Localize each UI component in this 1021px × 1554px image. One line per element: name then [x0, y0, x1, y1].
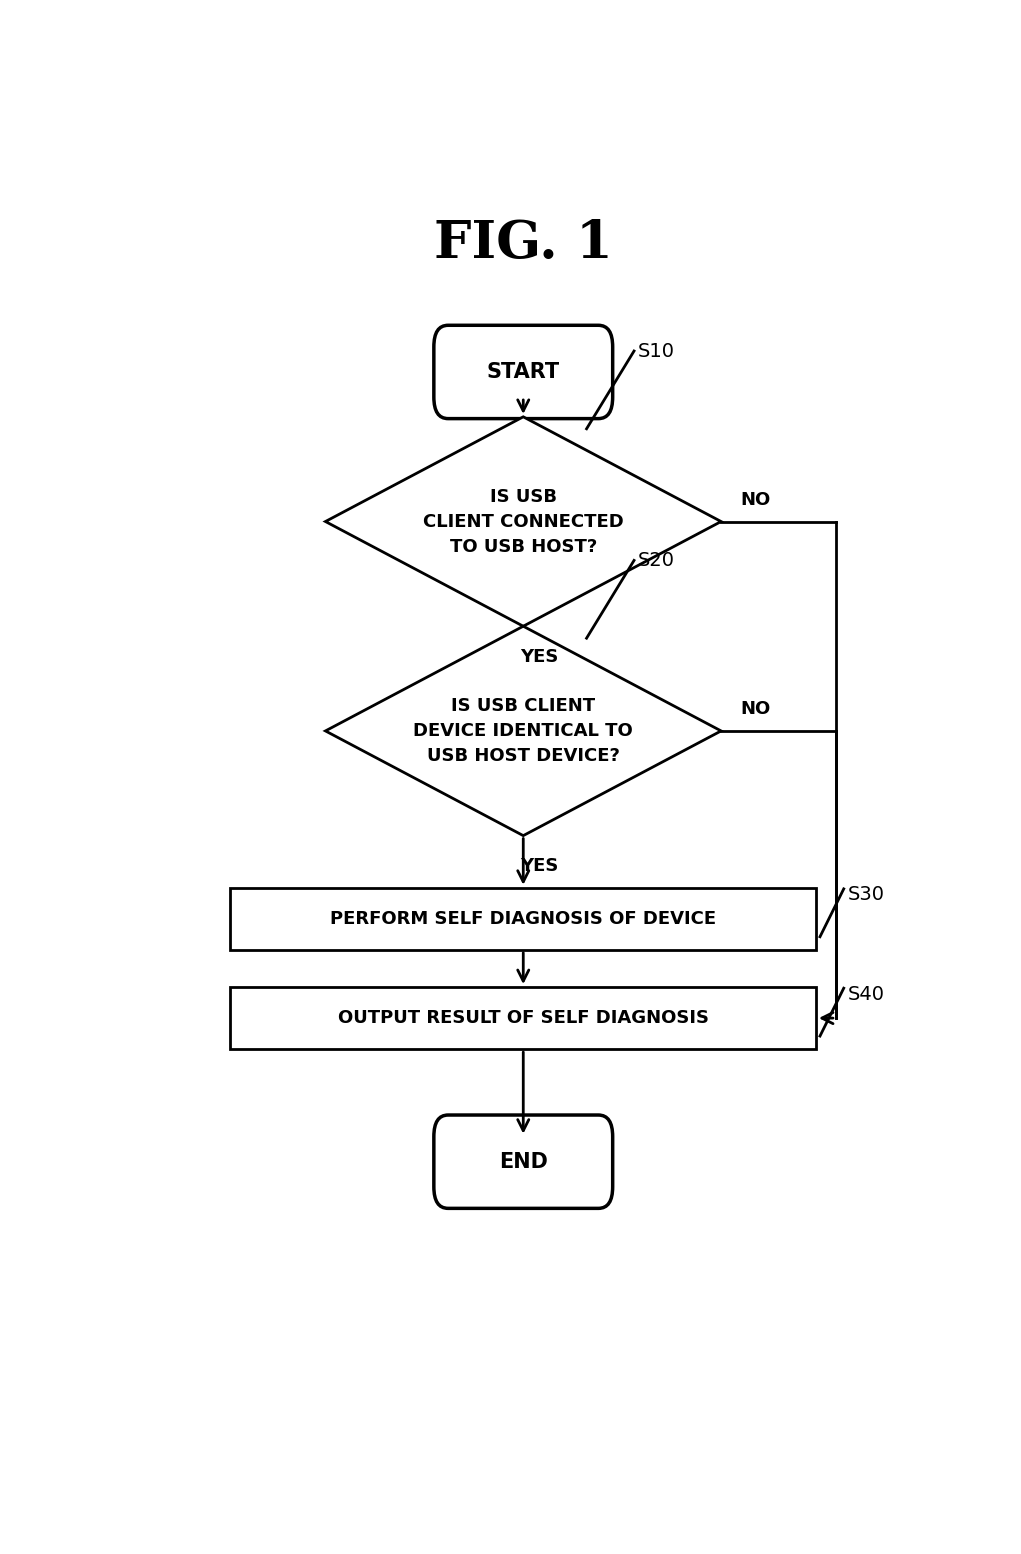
Text: S20: S20	[638, 552, 675, 570]
Text: YES: YES	[520, 858, 558, 875]
Text: S40: S40	[847, 985, 884, 1004]
Text: S10: S10	[638, 342, 675, 361]
Text: IS USB
CLIENT CONNECTED
TO USB HOST?: IS USB CLIENT CONNECTED TO USB HOST?	[423, 488, 624, 555]
Polygon shape	[326, 626, 721, 836]
FancyBboxPatch shape	[434, 325, 613, 418]
Bar	[231, 987, 816, 1049]
Text: START: START	[487, 362, 560, 382]
Text: OUTPUT RESULT OF SELF DIAGNOSIS: OUTPUT RESULT OF SELF DIAGNOSIS	[338, 1009, 709, 1027]
Text: S30: S30	[847, 886, 884, 904]
Text: NO: NO	[741, 491, 771, 510]
Text: NO: NO	[741, 701, 771, 718]
Polygon shape	[326, 416, 721, 626]
Bar	[231, 887, 816, 949]
Text: END: END	[499, 1152, 547, 1172]
Text: IS USB CLIENT
DEVICE IDENTICAL TO
USB HOST DEVICE?: IS USB CLIENT DEVICE IDENTICAL TO USB HO…	[414, 696, 633, 765]
Text: PERFORM SELF DIAGNOSIS OF DEVICE: PERFORM SELF DIAGNOSIS OF DEVICE	[330, 909, 717, 928]
FancyBboxPatch shape	[434, 1116, 613, 1209]
Text: FIG. 1: FIG. 1	[434, 219, 613, 269]
Text: YES: YES	[520, 648, 558, 665]
